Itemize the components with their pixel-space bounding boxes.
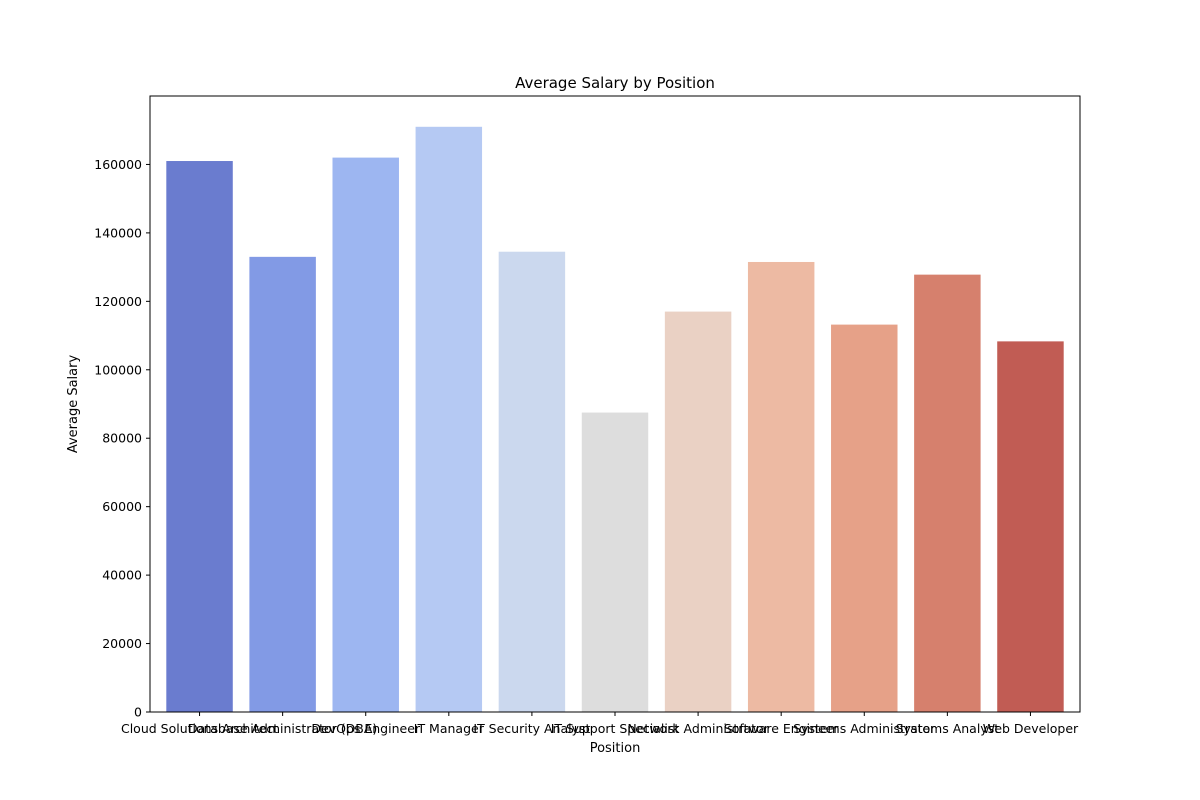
y-axis: 0 20000 40000 60000 80000 100000 120000 140000 1… (94, 157, 150, 720)
chart-title: Average Salary by Position (515, 74, 715, 92)
bar-6 (581, 412, 649, 712)
x-tick-label: Network Administrator (627, 721, 769, 736)
bar-7 (664, 311, 732, 712)
bar-3 (332, 157, 399, 713)
y-tick-label: 160000 (94, 157, 142, 172)
bar-8 (747, 261, 815, 712)
x-tick-label: Cloud Solutions Architect (121, 721, 278, 736)
x-axis-label: Position (590, 741, 641, 756)
x-tick-label: DevOps Engineer (311, 721, 421, 736)
y-tick-label: 0 (134, 705, 142, 720)
y-tick-label: 100000 (94, 362, 142, 377)
y-tick-label: 20000 (102, 636, 142, 651)
x-tick-label: Database Administrator (DBA) (188, 721, 377, 736)
y-tick-label: 140000 (94, 225, 142, 240)
plot-frame (149, 95, 1081, 713)
y-tick-label: 80000 (102, 431, 142, 446)
y-axis-label: Average Salary (66, 355, 81, 454)
bar-10 (914, 274, 981, 712)
bar-4 (415, 126, 483, 713)
bar-9 (831, 324, 898, 712)
y-tick-label: 40000 (102, 568, 142, 583)
bar-1 (166, 161, 233, 712)
bars-group (166, 126, 1064, 713)
x-tick-label: IT Manager (414, 721, 485, 736)
x-tick-label: IT Support Specialist (551, 721, 680, 736)
bar-2 (249, 256, 316, 712)
y-tick-label: 120000 (94, 294, 142, 309)
bar-5 (498, 251, 566, 712)
x-tick-label: IT Security Analyst (473, 721, 590, 736)
x-tick-label: Systems Administrator (793, 721, 936, 736)
y-tick-label: 60000 (102, 499, 142, 514)
x-tick-label: Software Engineer (724, 721, 840, 736)
x-tick-label: Systems Analyst (896, 721, 1000, 736)
bar-11 (997, 341, 1064, 712)
x-tick-label: Web Developer (983, 721, 1079, 736)
